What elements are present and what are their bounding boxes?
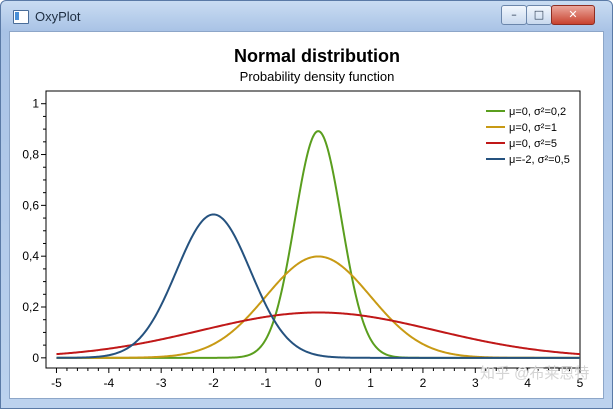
window-app-icon[interactable] bbox=[13, 10, 29, 24]
maximize-button[interactable]: □ bbox=[526, 5, 552, 25]
legend-label: μ=-2, σ²=0,5 bbox=[509, 154, 570, 166]
plot-view[interactable]: Normal distribution Probability density … bbox=[9, 31, 604, 399]
x-tick-label: 3 bbox=[472, 376, 479, 390]
x-tick-label: 2 bbox=[420, 376, 427, 390]
window-title: OxyPlot bbox=[35, 9, 81, 24]
legend-label: μ=0, σ²=5 bbox=[509, 138, 557, 150]
series-line-3 bbox=[56, 311, 581, 356]
x-tick-label: 4 bbox=[524, 376, 531, 390]
legend-label: μ=0, σ²=0,2 bbox=[509, 106, 566, 118]
x-tick-label: -5 bbox=[51, 376, 62, 390]
x-tick-label: 5 bbox=[577, 376, 584, 390]
y-tick-label: 0,6 bbox=[22, 198, 39, 212]
close-button[interactable]: ✕ bbox=[551, 5, 595, 25]
normal-distribution-chart: Normal distribution Probability density … bbox=[22, 46, 589, 390]
chart-title: Normal distribution bbox=[234, 46, 400, 66]
legend: μ=0, σ²=0,2 μ=0, σ²=1 μ=0, σ²=5 μ=-2, σ²=0,… bbox=[486, 106, 570, 166]
y-tick-label: 1 bbox=[32, 97, 39, 111]
y-tick-label: 0,2 bbox=[22, 300, 39, 314]
y-tick-label: 0 bbox=[32, 351, 39, 365]
series-line-1 bbox=[56, 130, 580, 359]
series-line-4 bbox=[56, 213, 580, 359]
legend-label: μ=0, σ²=1 bbox=[509, 122, 557, 134]
title-bar[interactable]: OxyPlot – □ ✕ bbox=[1, 1, 612, 31]
series-lines bbox=[56, 130, 581, 359]
x-tick-label: -1 bbox=[261, 376, 272, 390]
y-tick-label: 0,4 bbox=[22, 249, 39, 263]
x-tick-label: 0 bbox=[315, 376, 322, 390]
axis-ticks: -5 -4 -3 -2 -1 0 1 2 3 4 5 0 0,2 0,4 0,6 0,8 1 bbox=[22, 97, 583, 390]
chart-subtitle: Probability density function bbox=[240, 69, 395, 84]
x-tick-label: -4 bbox=[103, 376, 114, 390]
watermark: 知乎 @布莱恩特 bbox=[480, 365, 589, 382]
minimize-button[interactable]: – bbox=[501, 5, 527, 25]
x-tick-label: -3 bbox=[156, 376, 167, 390]
x-tick-label: -2 bbox=[208, 376, 219, 390]
x-tick-label: 1 bbox=[367, 376, 374, 390]
plot-area-frame bbox=[45, 90, 581, 369]
y-tick-label: 0,8 bbox=[22, 148, 39, 162]
